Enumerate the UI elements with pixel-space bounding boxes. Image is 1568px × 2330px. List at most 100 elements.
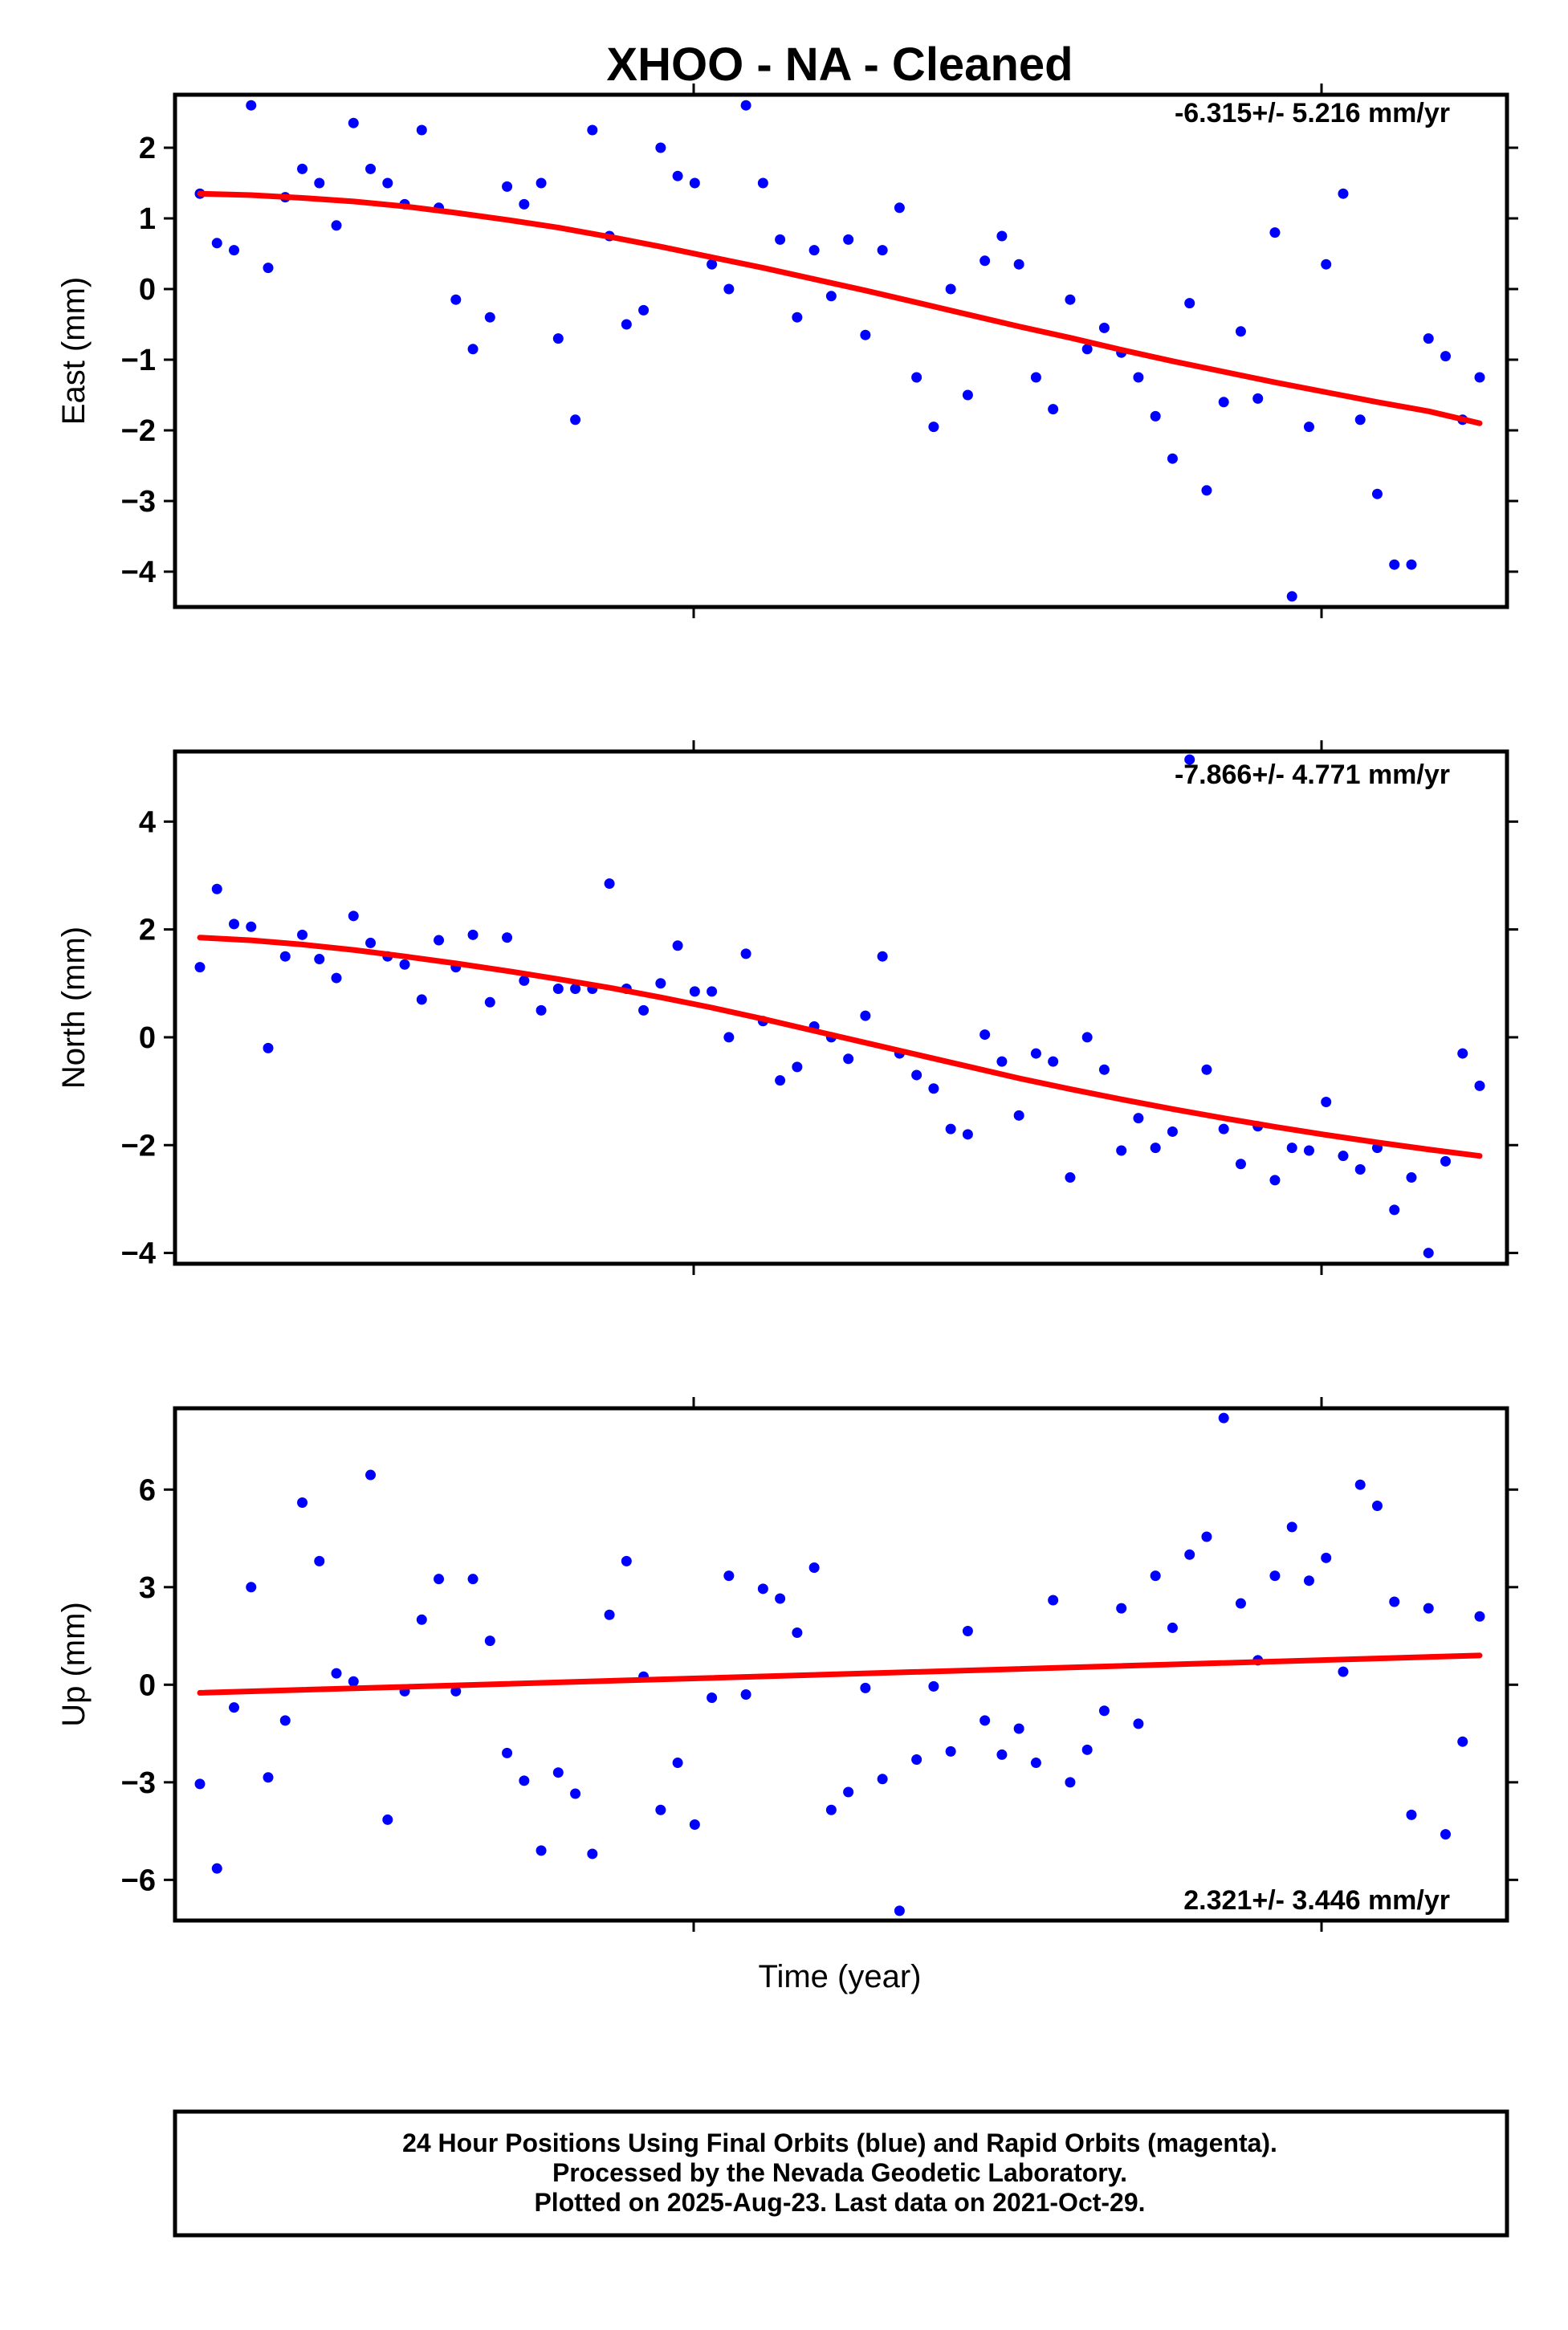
up-data-point: [1354, 1479, 1366, 1490]
up-y-tick-label: −3: [121, 1766, 156, 1800]
up-data-point: [723, 1570, 735, 1582]
north-data-point: [1013, 1110, 1024, 1121]
up-data-point: [331, 1668, 342, 1679]
up-data-point: [1406, 1809, 1417, 1820]
north-data-point: [1474, 1080, 1485, 1091]
east-data-point: [1269, 227, 1281, 238]
east-data-point: [331, 220, 342, 231]
up-data-point: [194, 1778, 206, 1790]
east-y-tick-label: 0: [139, 273, 156, 307]
up-data-point: [263, 1772, 274, 1783]
north-data-point: [1269, 1175, 1281, 1186]
up-y-axis-label: Up (mm): [56, 1602, 92, 1727]
up-data-point: [314, 1555, 325, 1566]
east-data-point: [1133, 372, 1144, 383]
east-data-point: [808, 245, 820, 256]
up-data-point: [775, 1593, 786, 1604]
east-data-point: [1081, 344, 1093, 355]
north-data-point: [467, 929, 479, 940]
east-data-point: [911, 372, 922, 383]
east-data-point: [1354, 414, 1366, 426]
up-data-point: [1338, 1666, 1349, 1677]
north-data-point: [1303, 1145, 1314, 1156]
footer-line-3: Plotted on 2025-Aug-23. Last data on 202…: [534, 2188, 1145, 2217]
north-y-tick-label: −4: [121, 1237, 156, 1271]
up-data-point: [1030, 1758, 1041, 1769]
north-y-tick-label: 0: [139, 1021, 156, 1055]
east-data-point: [382, 177, 393, 189]
north-data-point: [860, 1010, 871, 1021]
up-data-point: [570, 1788, 581, 1799]
north-data-point: [365, 937, 377, 948]
north-data-point: [1218, 1123, 1229, 1134]
north-plot-frame: [173, 749, 1509, 1266]
up-y-tick-label: 0: [139, 1668, 156, 1702]
east-data-point: [792, 312, 803, 323]
up-data-point: [229, 1702, 240, 1713]
up-data-point: [297, 1497, 308, 1508]
north-data-point: [655, 978, 666, 989]
north-data-point: [979, 1029, 991, 1041]
up-data-point: [1286, 1521, 1297, 1533]
north-data-point: [314, 954, 325, 965]
east-data-point: [536, 177, 547, 189]
east-data-point: [1235, 326, 1246, 337]
up-data-point: [1423, 1603, 1434, 1614]
north-data-point: [689, 986, 700, 997]
north-data-point: [1389, 1204, 1400, 1216]
east-data-point: [621, 319, 632, 330]
east-data-point: [570, 414, 581, 426]
east-data-point: [962, 389, 973, 401]
up-y-tick-label: 3: [139, 1571, 156, 1605]
north-data-point: [331, 972, 342, 984]
east-data-point: [416, 124, 427, 136]
north-data-point: [416, 994, 427, 1005]
north-data-point: [1081, 1032, 1093, 1043]
east-data-point: [297, 163, 308, 174]
east-data-point: [587, 124, 598, 136]
up-data-point: [1065, 1777, 1076, 1788]
up-data-point: [928, 1680, 939, 1692]
north-data-point: [775, 1075, 786, 1086]
north-data-point: [996, 1056, 1008, 1067]
up-data-point: [1440, 1829, 1451, 1840]
up-data-point: [1235, 1598, 1246, 1609]
up-y-tick-label: 6: [139, 1473, 156, 1507]
east-data-point: [519, 198, 530, 210]
up-data-point: [604, 1609, 615, 1620]
north-data-point: [1440, 1155, 1451, 1167]
east-data-point: [502, 181, 513, 192]
east-data-point: [1013, 259, 1024, 270]
north-data-point: [1457, 1048, 1468, 1059]
up-rate-label: 2.321+/- 3.446 mm/yr: [1183, 1885, 1450, 1916]
north-data-point: [1286, 1143, 1297, 1154]
up-data-point: [348, 1676, 359, 1687]
east-y-tick-label: −1: [121, 344, 156, 377]
north-data-point: [1201, 1064, 1212, 1075]
east-data-point: [314, 177, 325, 189]
east-data-point: [552, 333, 564, 344]
east-data-point: [979, 255, 991, 267]
east-data-point: [450, 294, 462, 305]
up-data-point: [979, 1715, 991, 1726]
north-data-point: [792, 1061, 803, 1073]
east-data-point: [1201, 485, 1212, 496]
up-data-point: [860, 1682, 871, 1693]
east-data-point: [1440, 351, 1451, 362]
up-data-point: [877, 1774, 888, 1785]
north-data-point: [1167, 1126, 1178, 1137]
up-y-tick-label: −6: [121, 1864, 156, 1897]
north-data-point: [1321, 1097, 1332, 1108]
up-panel: 6 3 0 −3 −6 Up (mm) 2.321+/- 3.446 mm/yr: [56, 1397, 1518, 1932]
footer-line-1: 24 Hour Positions Using Final Orbits (bl…: [402, 2128, 1277, 2157]
east-y-tick-label: 2: [139, 132, 156, 165]
north-data-point: [945, 1123, 956, 1134]
east-data-point: [211, 238, 222, 249]
north-y-tick-label: 2: [139, 914, 156, 947]
north-data-point: [484, 996, 495, 1008]
east-data-point: [740, 100, 751, 111]
north-data-point: [672, 940, 683, 951]
up-data-point: [246, 1582, 257, 1593]
east-data-point: [1321, 259, 1332, 270]
